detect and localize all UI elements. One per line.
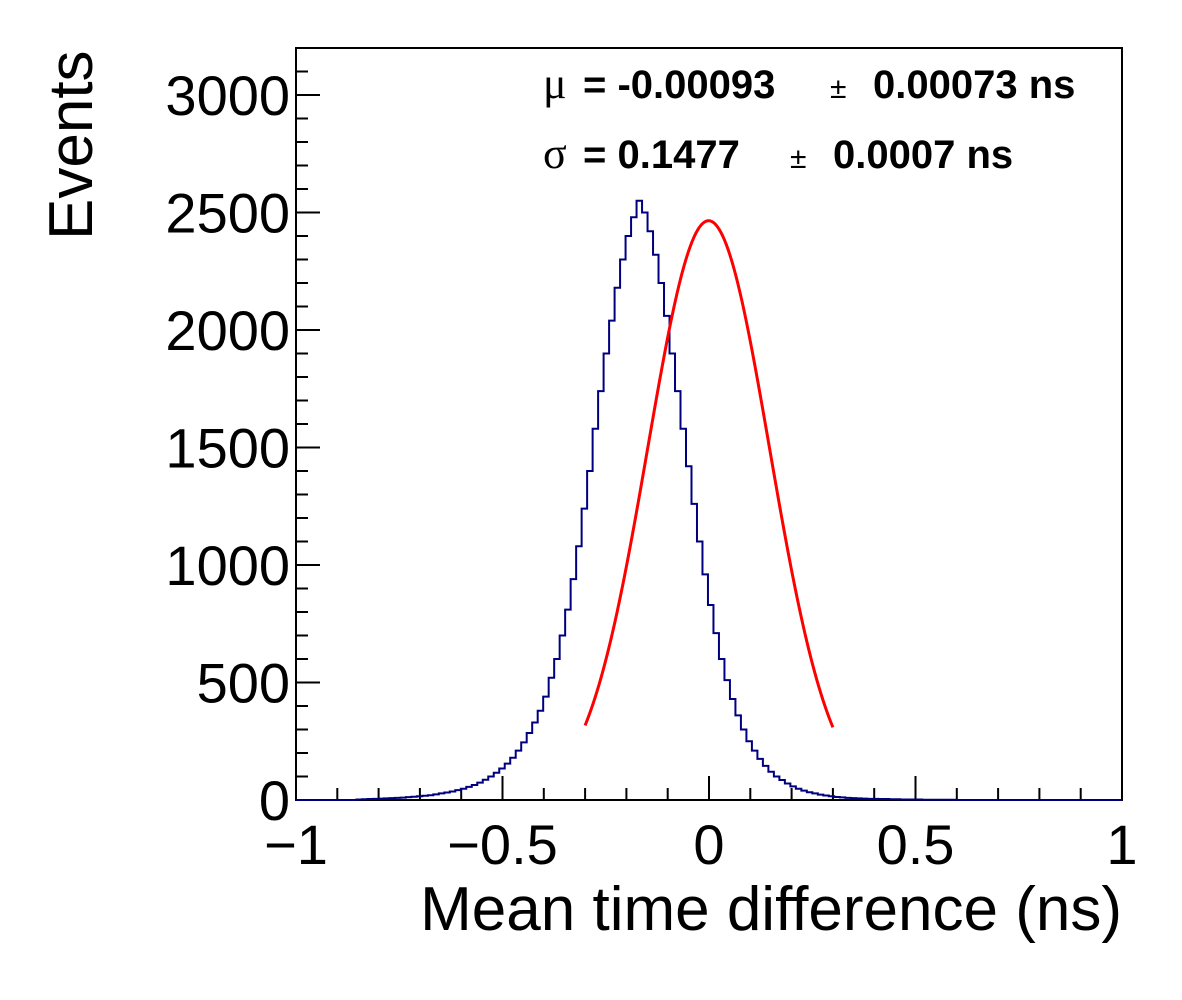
sigma-symbol: σ xyxy=(543,129,567,178)
x-tick-label: −1 xyxy=(264,813,328,876)
mu-symbol: μ xyxy=(543,59,567,108)
mu-pm: ± xyxy=(830,72,846,105)
x-axis-title: Mean time difference (ns) xyxy=(420,875,1122,944)
x-axis-ticks: −1 −0.5 0 0.5 1 xyxy=(264,776,1138,876)
y-tick-label: 3000 xyxy=(165,64,290,127)
x-tick-label: 0 xyxy=(693,813,724,876)
histogram-layer xyxy=(296,199,1122,801)
sigma-value: = 0.1477 xyxy=(583,133,740,177)
fit-layer xyxy=(583,219,835,728)
x-tick-label: −0.5 xyxy=(447,813,558,876)
x-tick-label: 0.5 xyxy=(877,813,955,876)
y-axis-ticks: 0 500 1000 1500 2000 2500 3000 xyxy=(165,47,320,832)
y-tick-label: 1000 xyxy=(165,534,290,597)
sigma-error: 0.0007 ns xyxy=(833,133,1013,177)
y-tick-label: 500 xyxy=(197,652,290,715)
stat-sigma: σ = 0.1477 ± 0.0007 ns xyxy=(543,129,1013,178)
x-tick-label: 1 xyxy=(1106,813,1137,876)
y-tick-label: 1500 xyxy=(165,417,290,480)
mu-value: = -0.00093 xyxy=(583,63,775,107)
sigma-pm: ± xyxy=(790,142,806,175)
stat-mean: μ = -0.00093 ± 0.00073 ns xyxy=(543,59,1075,108)
mu-error: 0.00073 ns xyxy=(873,63,1075,107)
y-tick-label: 0 xyxy=(259,769,290,832)
histogram-line xyxy=(296,199,1122,801)
y-tick-label: 2000 xyxy=(165,299,290,362)
y-tick-label: 2500 xyxy=(165,182,290,245)
gaussian-fit-curve xyxy=(583,219,835,728)
y-axis-title: Events xyxy=(37,50,106,240)
